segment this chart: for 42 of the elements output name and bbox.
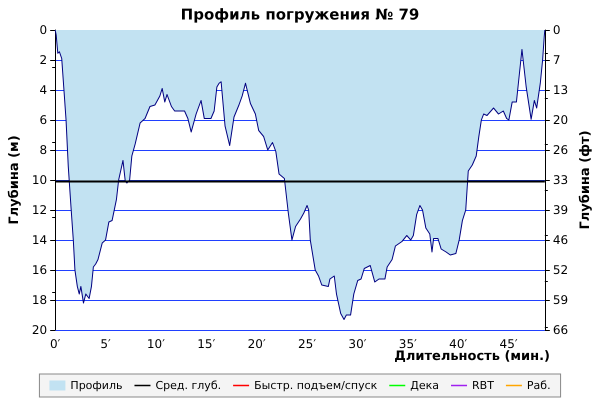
y-tick-label: 14 [32, 233, 48, 247]
x-tick-label: 0′ [50, 337, 61, 351]
x-tick-label: 45′ [500, 337, 518, 351]
x-tick-label: 10′ [146, 337, 166, 351]
x-axis-title: Длительность (мин.) [394, 349, 550, 364]
legend-label: Раб. [526, 379, 551, 392]
y-tick-label: 4 [40, 83, 48, 97]
y2-tick-label: 13 [552, 82, 568, 97]
y-axis-title: Глубина (м) [7, 135, 22, 225]
y2-tick-label: 46 [552, 232, 568, 247]
chart-title: Профиль погружения № 79 [180, 6, 420, 24]
y-tick-label: 12 [32, 203, 48, 217]
y-tick-label: 8 [40, 143, 48, 157]
legend-label: RBT [472, 379, 494, 392]
y-tick-label: 0 [40, 23, 48, 37]
y2-tick-label: 7 [552, 52, 560, 67]
x-tick-label: 40′ [449, 337, 468, 351]
x-tick-label: 20′ [248, 337, 266, 351]
y-tick-label: 10 [32, 173, 48, 187]
x-tick-label: 25′ [298, 337, 316, 351]
y2-tick-label: 20 [552, 113, 568, 128]
x-tick-label: 35′ [398, 337, 418, 351]
legend-label: Сред. глуб. [155, 379, 222, 392]
y2-tick-label: 52 [552, 262, 568, 277]
y-tick-label: 20 [32, 323, 48, 337]
x-tick-label: 15′ [197, 337, 216, 351]
y-tick-label: 6 [40, 113, 48, 127]
y2-tick-label: 26 [552, 143, 568, 158]
y2-tick-label: 66 [552, 323, 568, 337]
y-tick-label: 2 [40, 53, 48, 67]
y-tick-label: 18 [32, 293, 48, 307]
x-tick-label: 5′ [100, 337, 111, 351]
y2-tick-label: 59 [552, 293, 568, 308]
y-tick-label: 16 [32, 263, 48, 277]
y2-tick-label: 33 [552, 173, 568, 187]
x-tick-label: 30′ [348, 337, 367, 351]
y2-axis-title: Глубина (фт) [578, 130, 593, 230]
legend-label: Профиль [70, 379, 122, 392]
y2-tick-label: 39 [552, 202, 568, 217]
legend-label: Быстр. подъем/спуск [254, 379, 378, 392]
legend-label: Дека [410, 379, 440, 392]
y2-tick-label: 0 [552, 23, 560, 37]
